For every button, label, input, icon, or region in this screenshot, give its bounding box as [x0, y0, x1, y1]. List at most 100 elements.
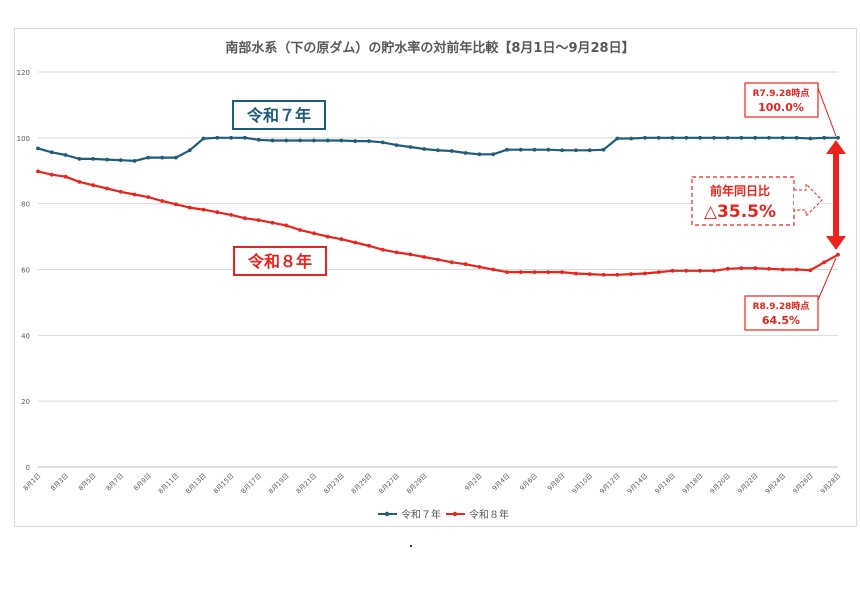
data-point-r7: [794, 135, 799, 140]
x-tick-label: 8月9日: [132, 472, 153, 493]
data-point-r7: [532, 147, 537, 152]
x-tick-label: 8月19日: [267, 472, 291, 496]
data-point-r8: [380, 247, 385, 252]
data-point-r8: [339, 237, 344, 242]
data-point-r8: [712, 268, 716, 273]
data-point-r7: [325, 138, 330, 143]
data-point-r8: [146, 195, 151, 200]
data-point-r8: [739, 266, 744, 271]
data-point-r8: [118, 189, 123, 194]
y-tick-label: 20: [21, 398, 30, 406]
x-tick-label: 8月23日: [322, 472, 346, 496]
data-point-r7: [587, 148, 592, 153]
data-point-r8: [49, 172, 54, 177]
r7-callout: R7.9.28時点 100.0%: [744, 82, 837, 137]
data-point-r7: [256, 137, 261, 142]
data-point-r8: [505, 270, 509, 274]
series-lines: [36, 135, 840, 277]
data-point-r8: [408, 252, 413, 257]
difference-title: 前年同日比: [710, 183, 770, 198]
data-point-r7: [546, 147, 551, 152]
data-point-r7: [505, 147, 509, 152]
x-tick-label: 8月15日: [212, 472, 236, 496]
stray-dot: [410, 545, 412, 547]
data-point-r7: [367, 139, 371, 144]
data-point-r7: [408, 145, 413, 149]
data-point-r8: [325, 234, 330, 239]
data-point-r7: [739, 135, 744, 140]
data-point-r7: [449, 149, 454, 153]
data-point-r7: [353, 139, 358, 144]
r7-callout-date: R7.9.28時点: [753, 87, 810, 99]
data-point-r8: [284, 223, 289, 228]
x-tick-label: 9月4日: [491, 472, 512, 493]
x-tick-label: 9月14日: [626, 472, 650, 496]
data-point-r7: [518, 147, 523, 152]
data-point-r7: [656, 135, 661, 140]
data-point-r7: [174, 155, 178, 160]
data-point-r8: [77, 180, 82, 184]
x-tick-label: 9月28日: [819, 472, 843, 496]
data-point-r8: [229, 213, 234, 217]
data-point-r7: [767, 135, 771, 140]
x-tick-label: 9月24日: [764, 472, 788, 496]
data-point-r7: [187, 148, 192, 153]
r8-series-label-text: 令和８年: [247, 252, 312, 271]
r7-series-label-text: 令和７年: [246, 106, 311, 125]
y-tick-label: 0: [26, 464, 30, 472]
data-point-r8: [822, 260, 827, 265]
data-point-r7: [836, 135, 840, 140]
x-tick-label: 9月10日: [571, 472, 595, 496]
data-point-r7: [629, 136, 633, 141]
x-tick-label: 9月26日: [791, 472, 815, 496]
data-point-r8: [780, 267, 785, 272]
data-point-r7: [312, 138, 316, 143]
data-point-r8: [587, 272, 592, 276]
chart-title: 南部水系（下の原ダム）の貯水率の対前年比較【8月1日～9月28日】: [225, 40, 634, 56]
data-point-r7: [560, 148, 564, 153]
data-point-r7: [670, 135, 675, 140]
y-tick-label: 80: [21, 201, 30, 209]
data-point-r7: [339, 138, 344, 143]
data-point-r8: [670, 268, 675, 273]
legend: 令和７年 令和８年: [378, 508, 509, 521]
data-point-r7: [160, 155, 165, 160]
y-tick-label: 60: [21, 267, 30, 275]
data-point-r8: [367, 243, 371, 248]
data-point-r8: [132, 192, 137, 197]
data-point-r7: [643, 135, 647, 140]
y-tick-label: 100: [17, 135, 30, 143]
data-point-r7: [63, 153, 68, 157]
data-point-r8: [312, 231, 316, 236]
data-point-r7: [698, 135, 702, 140]
data-point-r7: [270, 138, 275, 143]
y-axis-ticks: 0 20 40 60 80 100 120: [17, 69, 30, 472]
data-point-r7: [822, 135, 827, 140]
r8-callout-value: 64.5%: [762, 314, 800, 327]
data-point-r8: [684, 268, 689, 273]
x-tick-label: 8月17日: [239, 472, 263, 496]
data-point-r7: [422, 147, 427, 151]
data-point-r8: [753, 266, 758, 271]
data-point-r8: [463, 262, 468, 267]
data-point-r7: [491, 152, 496, 157]
difference-arrow: [826, 140, 846, 250]
x-tick-label: 8月29日: [405, 472, 429, 496]
data-point-r7: [436, 148, 440, 153]
data-point-r7: [753, 135, 758, 140]
x-tick-label: 9月20日: [708, 472, 732, 496]
data-point-r8: [643, 271, 647, 276]
x-tick-label: 8月21日: [295, 472, 319, 496]
x-tick-label: 9月16日: [653, 472, 677, 496]
data-point-r8: [36, 169, 40, 174]
r8-callout: R8.9.28時点 64.5%: [744, 257, 837, 331]
r7-callout-value: 100.0%: [758, 101, 804, 114]
data-point-r8: [767, 266, 771, 271]
data-point-r8: [215, 210, 220, 215]
data-point-r8: [63, 174, 68, 179]
x-tick-label: 8月3日: [49, 472, 70, 493]
data-point-r8: [629, 272, 633, 276]
y-tick-label: 120: [17, 69, 30, 77]
data-point-r7: [36, 146, 40, 151]
